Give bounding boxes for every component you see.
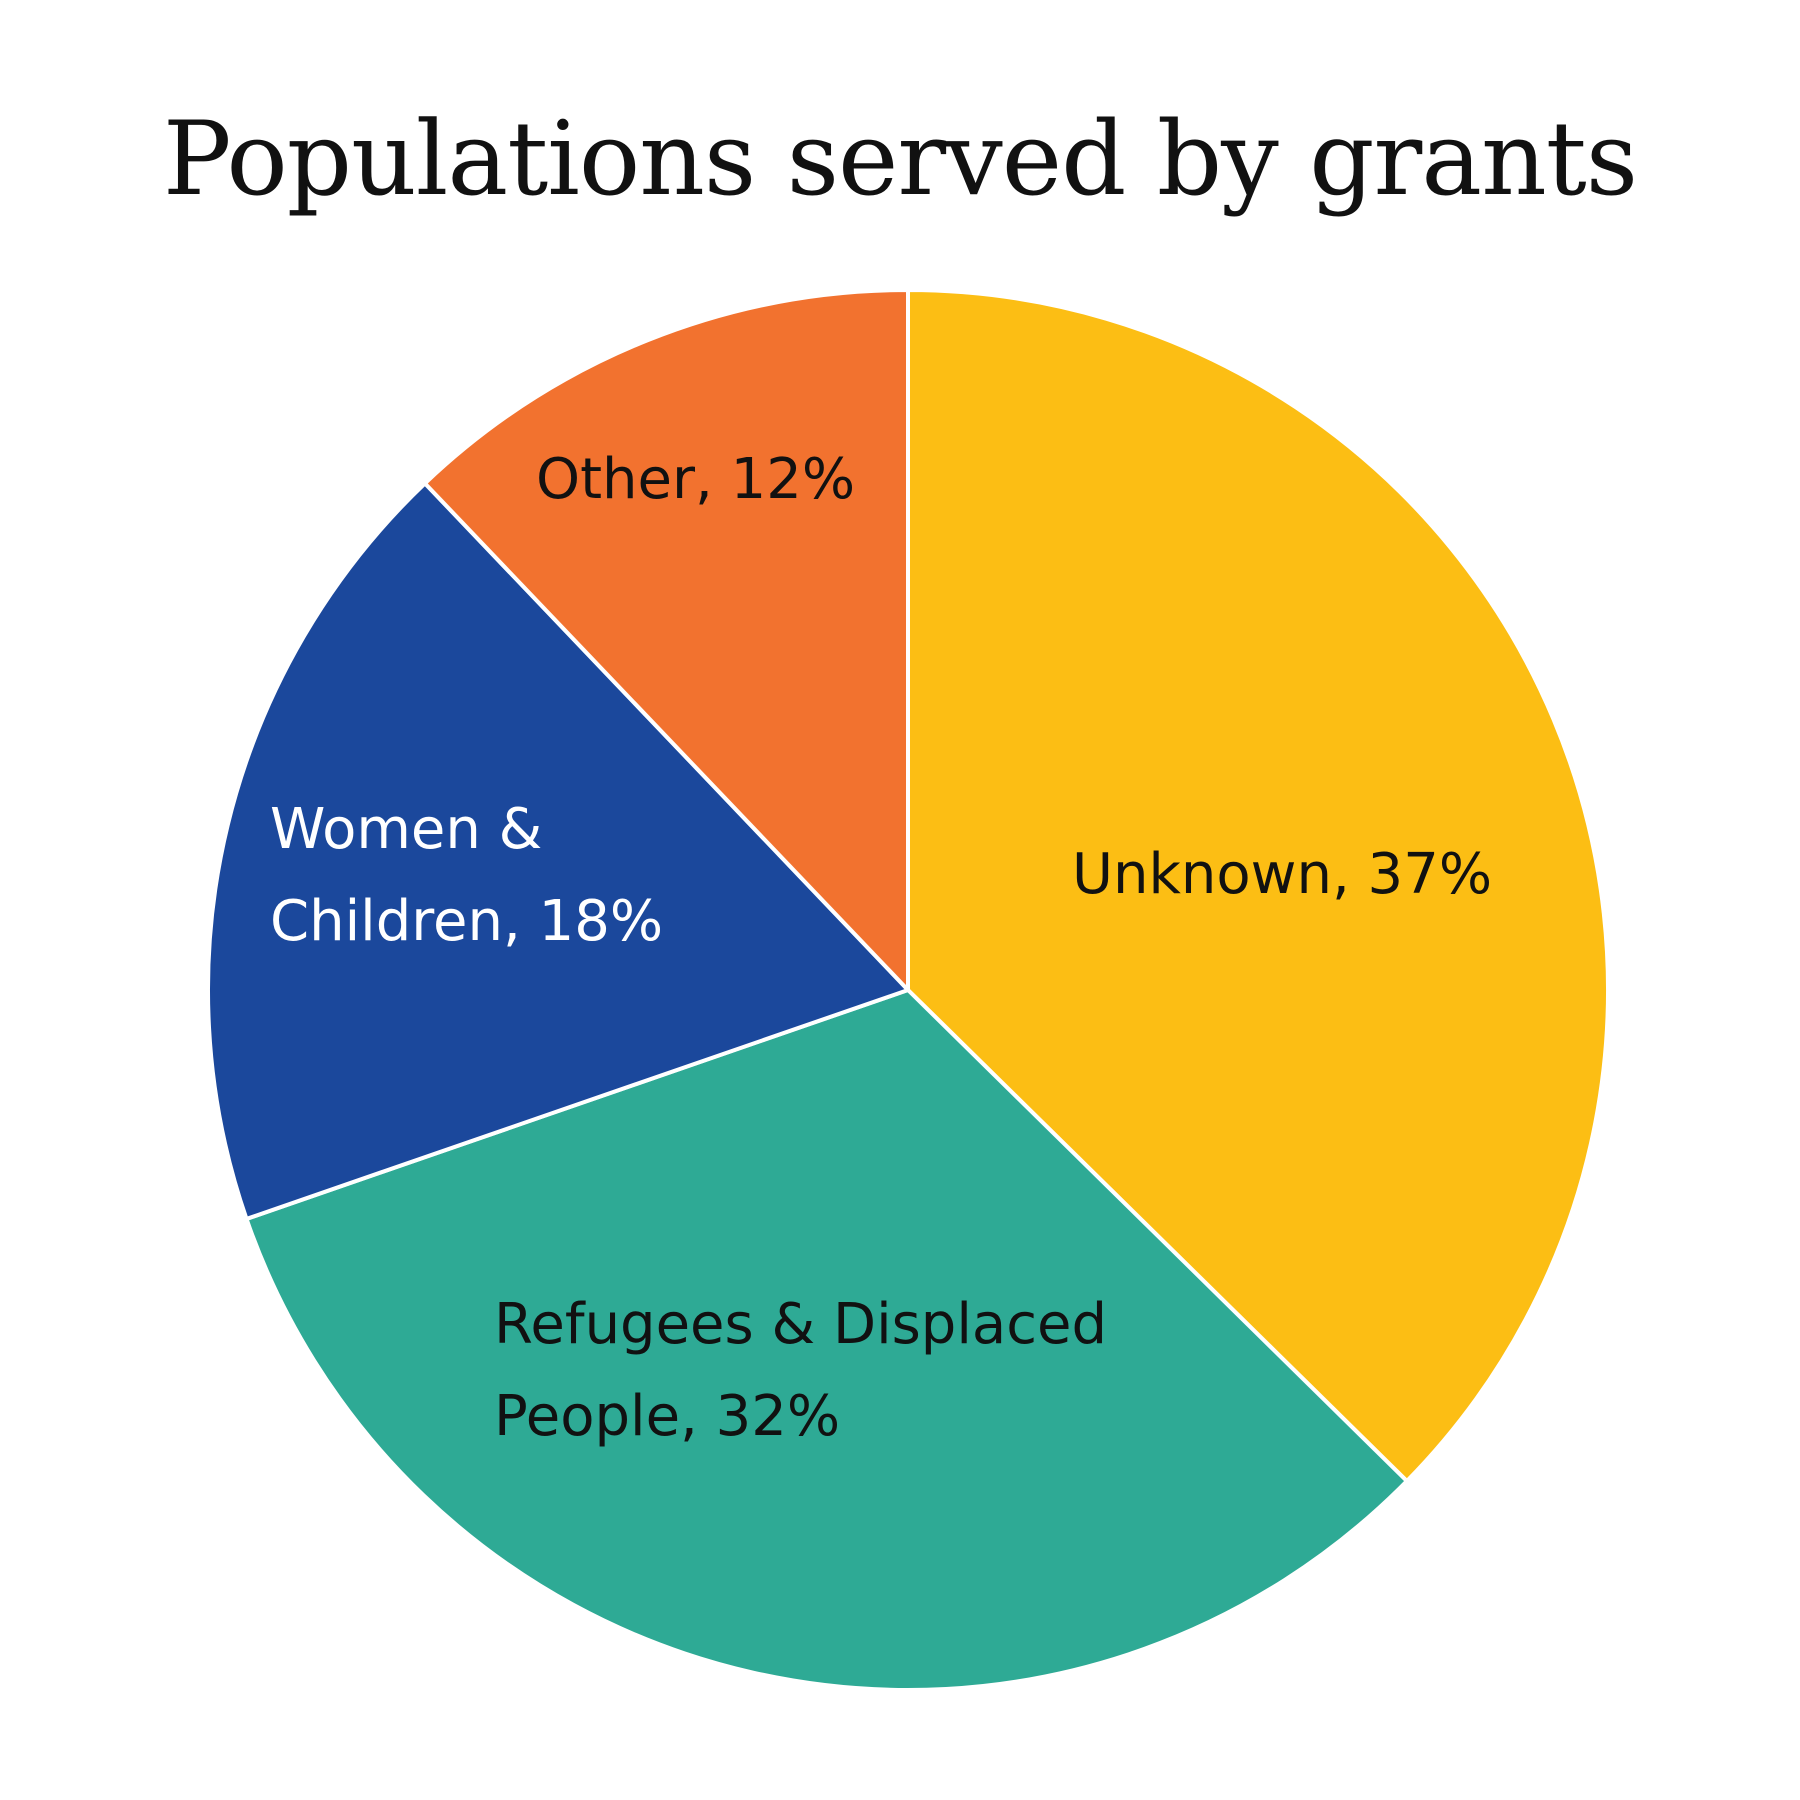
pie-label-women-children: Women & Children, 18% [270,797,663,954]
pie-label-line: People, 32% [494,1384,840,1449]
pie-label-line: Other, 12% [536,447,855,512]
pie-slice-unknown [906,288,1610,1484]
pie-label-line: Women & [270,797,542,862]
pie-slice-women-children [206,481,910,1221]
pie-label-line: Children, 18% [270,889,663,954]
pie-slices [206,288,1610,1692]
pie-label-line: Refugees & Displaced [494,1292,1107,1357]
pie-slice-refugees-displaced-people [244,988,1409,1692]
chart-title: Populations served by grants [162,100,1638,219]
pie-label-refugees-displaced-people: Refugees & Displaced People, 32% [494,1292,1107,1449]
pie-label-other: Other, 12% [536,447,855,512]
pie-labels: Unknown, 37% Refugees & Displaced People, … [270,447,1492,1449]
pie-label-unknown: Unknown, 37% [1072,842,1492,907]
pie-label-line: Unknown, 37% [1072,842,1492,907]
pie-slice-other [422,288,910,992]
